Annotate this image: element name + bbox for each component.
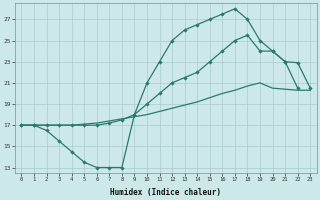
X-axis label: Humidex (Indice chaleur): Humidex (Indice chaleur) [110, 188, 221, 197]
